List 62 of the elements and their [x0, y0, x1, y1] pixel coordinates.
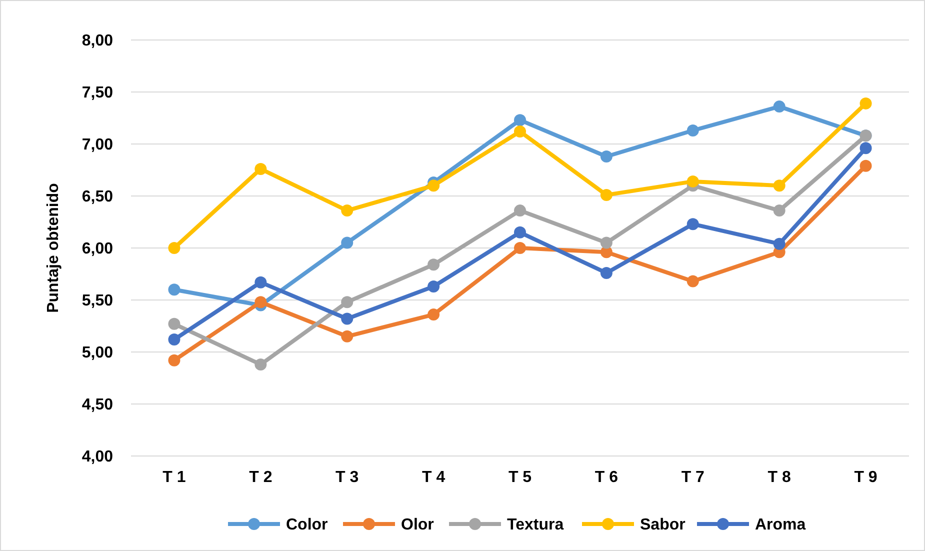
point [254, 276, 267, 288]
point [341, 296, 354, 308]
point [168, 334, 180, 346]
y-tick-label: 7,50 [82, 84, 114, 102]
point [860, 97, 872, 110]
y-tick-label: 8,00 [82, 32, 114, 50]
point [773, 100, 786, 113]
y-tick-label: 5,00 [82, 344, 114, 362]
x-tick-label: T 3 [336, 469, 359, 486]
y-tick-label: 4,00 [82, 448, 114, 466]
point [514, 226, 526, 238]
point [341, 330, 354, 342]
y-tick-label: 5,50 [82, 292, 114, 310]
point [341, 236, 354, 249]
point [600, 188, 612, 201]
y-tick-label: 6,50 [82, 188, 114, 206]
point [168, 284, 180, 296]
point [773, 204, 786, 217]
point [686, 218, 699, 230]
point [773, 180, 786, 192]
legend-label: Aroma [755, 516, 806, 534]
point [773, 238, 786, 250]
x-tick-label: T 4 [422, 469, 446, 486]
x-tick-label: T 1 [162, 469, 186, 486]
point [600, 150, 612, 162]
x-tick-label: T 6 [594, 469, 618, 486]
point [514, 126, 526, 138]
point [254, 162, 267, 175]
point [860, 142, 872, 154]
point [514, 114, 526, 126]
point [600, 236, 612, 249]
point [686, 124, 699, 136]
y-axis-title: Puntaje obtenido [45, 182, 62, 313]
x-tick-label: T 8 [768, 469, 791, 486]
legend-label: Olor [401, 516, 434, 534]
point [860, 160, 872, 172]
x-tick-label: T 7 [681, 469, 705, 486]
x-tick-label: T 2 [249, 469, 272, 486]
legend-label: Textura [507, 516, 564, 534]
y-tick-label: 4,50 [82, 396, 114, 414]
point [428, 180, 440, 192]
point [341, 204, 354, 217]
point [600, 266, 612, 279]
point [514, 242, 526, 254]
x-tick-label: T 5 [508, 469, 532, 486]
legend-label: Sabor [640, 516, 686, 534]
point [341, 312, 354, 325]
point [254, 296, 267, 308]
point [254, 358, 267, 370]
point [428, 258, 440, 271]
point [168, 354, 180, 366]
y-tick-label: 7,00 [82, 136, 114, 154]
legend-label: Color [286, 516, 328, 534]
y-tick-label: 6,00 [82, 240, 114, 258]
point [514, 204, 526, 217]
point [686, 275, 699, 288]
point [686, 175, 699, 188]
point [168, 242, 180, 254]
point [428, 308, 440, 321]
point [428, 280, 440, 292]
x-tick-label: T 9 [854, 469, 878, 486]
point [168, 318, 180, 330]
